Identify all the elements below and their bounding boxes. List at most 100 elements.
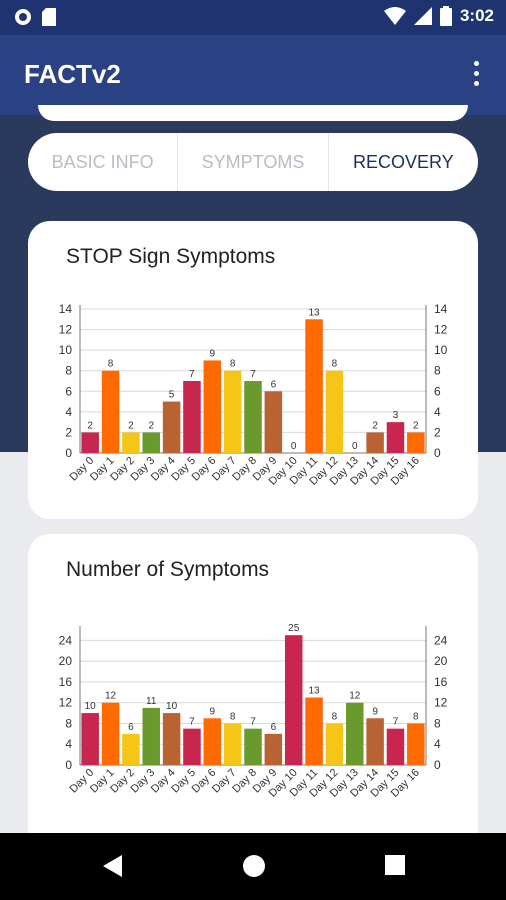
circle-status-icon	[15, 9, 31, 25]
data-label: 2	[148, 420, 154, 431]
y-tick-label-right: 10	[434, 343, 448, 357]
data-label: 8	[332, 711, 338, 722]
y-tick-label-right: 12	[434, 696, 448, 710]
y-tick-label-left: 10	[59, 343, 73, 357]
data-label: 5	[169, 390, 175, 401]
y-tick-label-left: 0	[65, 446, 72, 460]
tab-recovery[interactable]: RECOVERY	[352, 151, 454, 172]
chart-title: Number of Symptoms	[66, 558, 270, 581]
data-label: 7	[250, 717, 256, 728]
bar-day-9	[264, 733, 283, 765]
y-tick-label-right: 20	[434, 654, 448, 668]
y-tick-label-left: 4	[65, 737, 72, 751]
bar-day-8	[244, 728, 262, 765]
bar-day-11	[305, 319, 323, 453]
y-tick-label-right: 8	[434, 716, 441, 730]
bar-day-9	[264, 391, 283, 453]
bar-day-15	[386, 728, 405, 765]
home-icon[interactable]	[241, 853, 267, 879]
bar-day-0	[81, 713, 99, 765]
y-tick-label-right: 6	[434, 384, 441, 398]
app-title: FACTv2	[24, 59, 121, 89]
data-label: 12	[105, 691, 117, 702]
data-label: 3	[393, 410, 399, 421]
bar-day-8	[244, 381, 262, 453]
data-label: 9	[372, 706, 378, 717]
y-tick-label-left: 12	[59, 696, 73, 710]
data-label: 2	[128, 420, 134, 431]
previous-card-edge	[38, 105, 468, 121]
sd-card-icon	[42, 8, 56, 26]
battery-icon	[439, 6, 452, 26]
data-label: 11	[146, 696, 157, 707]
y-tick-label-left: 12	[59, 323, 73, 337]
y-tick-label-left: 0	[65, 758, 72, 772]
y-tick-label-left: 20	[59, 654, 73, 668]
status-bar: 3:02	[0, 0, 506, 35]
data-label: 6	[271, 722, 277, 733]
data-label: 12	[349, 691, 361, 702]
bar-day-0	[81, 432, 99, 453]
tab-bar: BASIC INFO SYMPTOMS RECOVERY	[28, 133, 478, 191]
data-label: 10	[85, 701, 97, 712]
data-label: 8	[230, 711, 236, 722]
y-tick-label-right: 16	[434, 675, 448, 689]
bar-day-15	[386, 422, 405, 453]
bar-day-5	[183, 728, 201, 765]
bar-day-10	[284, 635, 303, 765]
clock-time: 3:02	[459, 6, 494, 25]
data-label: 2	[413, 420, 419, 431]
data-label: 0	[352, 441, 358, 452]
data-label: 13	[308, 307, 320, 318]
signal-icon	[413, 7, 432, 25]
bar-day-1	[101, 370, 120, 453]
tab-symptoms[interactable]: SYMPTOMS	[178, 133, 329, 191]
bar-day-7	[223, 723, 242, 765]
bar-day-6	[203, 360, 222, 453]
y-tick-label-left: 16	[59, 675, 73, 689]
bar-day-14	[366, 432, 384, 453]
data-label: 9	[210, 706, 216, 717]
y-tick-label-right: 2	[434, 425, 441, 439]
y-tick-label-right: 0	[434, 758, 441, 772]
more-vert-icon[interactable]	[464, 57, 488, 93]
data-label: 2	[372, 420, 378, 431]
y-tick-label-left: 4	[65, 405, 72, 419]
bar-day-4	[162, 713, 181, 765]
bar-day-12	[325, 370, 344, 453]
back-icon[interactable]	[100, 853, 124, 879]
data-label: 0	[291, 441, 297, 452]
y-tick-label-right: 4	[434, 737, 441, 751]
bar-day-4	[162, 401, 181, 453]
bar-day-16	[407, 723, 425, 765]
app-bar: FACTv2	[0, 35, 506, 115]
y-tick-label-right: 0	[434, 446, 441, 460]
data-label: 13	[308, 686, 320, 697]
y-tick-label-right: 12	[434, 323, 448, 337]
bar-day-3	[142, 707, 160, 765]
data-label: 8	[332, 359, 338, 370]
y-tick-label-left: 24	[59, 633, 73, 647]
bar-day-2	[122, 733, 140, 765]
y-tick-label-right: 24	[434, 633, 448, 647]
data-label: 2	[87, 420, 93, 431]
data-label: 10	[166, 701, 178, 712]
data-label: 6	[128, 722, 134, 733]
bar-day-3	[142, 432, 160, 453]
navigation-bar	[0, 833, 506, 900]
data-label: 7	[189, 717, 195, 728]
number-of-symptoms-card: Number of Symptoms 0 0 4 4 8 8 12 12 16 16 20 20 24 2…	[28, 534, 478, 833]
wifi-icon	[383, 7, 406, 25]
recents-icon[interactable]	[384, 853, 406, 877]
y-tick-label-right: 4	[434, 405, 441, 419]
data-label: 9	[210, 348, 216, 359]
bar-day-7	[223, 370, 242, 453]
y-tick-label-right: 8	[434, 364, 441, 378]
tab-basic-info[interactable]: BASIC INFO	[28, 133, 179, 191]
data-label: 8	[230, 359, 236, 370]
bar-day-5	[183, 381, 201, 453]
bar-day-13	[346, 702, 364, 765]
data-label: 7	[250, 369, 256, 380]
chart-title: STOP Sign Symptoms	[66, 245, 276, 268]
